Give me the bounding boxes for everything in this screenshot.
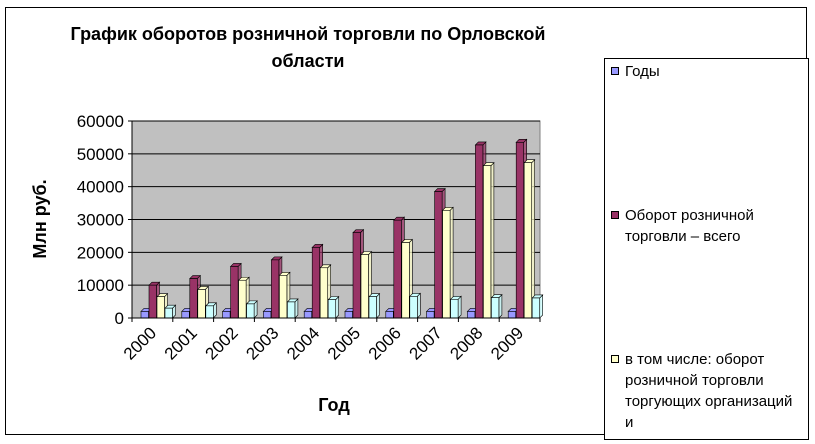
bar bbox=[368, 292, 381, 319]
bar bbox=[490, 293, 503, 319]
legend: Годы Оборот розничной торговли – всего в т… bbox=[604, 58, 809, 440]
bar bbox=[205, 302, 218, 319]
legend-item: в том числе: оборот розничной торговли т… bbox=[611, 349, 801, 433]
bar bbox=[409, 292, 422, 319]
y-axis-title: Млн руб. bbox=[30, 179, 50, 258]
bar bbox=[531, 294, 544, 319]
legend-swatch bbox=[611, 211, 619, 219]
chart-title-line: График оборотов розничной торговли по Ор… bbox=[71, 24, 546, 44]
x-tick-label: 2001 bbox=[161, 323, 201, 363]
bar bbox=[482, 161, 495, 319]
bar bbox=[156, 292, 169, 319]
x-tick-label: 2004 bbox=[283, 323, 323, 363]
y-tick-label: 50000 bbox=[77, 145, 124, 164]
x-tick-label: 2008 bbox=[446, 323, 486, 363]
bar bbox=[523, 158, 536, 319]
y-tick-label: 20000 bbox=[77, 243, 124, 262]
x-tick-label: 2009 bbox=[487, 323, 527, 363]
chart-title: График оборотов розничной торговли по Ор… bbox=[71, 24, 546, 71]
x-tick-label: 2000 bbox=[120, 323, 160, 363]
legend-label: Годы bbox=[625, 63, 660, 80]
chart-svg: График оборотов розничной торговли по Ор… bbox=[30, 24, 546, 415]
legend-item: Годы bbox=[611, 61, 801, 82]
chart-frame: График оборотов розничной торговли по Ор… bbox=[5, 7, 809, 440]
plot-area bbox=[131, 120, 544, 319]
bar bbox=[245, 300, 258, 319]
bar bbox=[164, 304, 177, 319]
legend-label: в том числе: оборот розничной торговли т… bbox=[625, 351, 793, 431]
y-tick-label: 10000 bbox=[77, 276, 124, 295]
legend-item: Оборот розничной торговли – всего bbox=[611, 205, 801, 247]
chart-title-line: области bbox=[271, 51, 344, 71]
x-tick-label: 2007 bbox=[406, 323, 446, 363]
bar bbox=[286, 298, 299, 319]
legend-swatch bbox=[611, 67, 619, 75]
legend-swatch bbox=[611, 355, 619, 363]
x-tick-label: 2005 bbox=[324, 323, 364, 363]
y-tick-label: 0 bbox=[115, 309, 124, 328]
y-tick-label: 30000 bbox=[77, 211, 124, 230]
x-tick-label: 2006 bbox=[365, 323, 405, 363]
y-tick-label: 40000 bbox=[77, 178, 124, 197]
y-tick-label: 60000 bbox=[77, 112, 124, 131]
x-tick-label: 2003 bbox=[242, 323, 282, 363]
x-tick-label: 2002 bbox=[202, 323, 242, 363]
bar bbox=[449, 295, 462, 319]
bar bbox=[327, 295, 340, 319]
legend-label: Оборот розничной торговли – всего bbox=[625, 207, 754, 245]
x-axis-title: Год bbox=[318, 395, 350, 415]
